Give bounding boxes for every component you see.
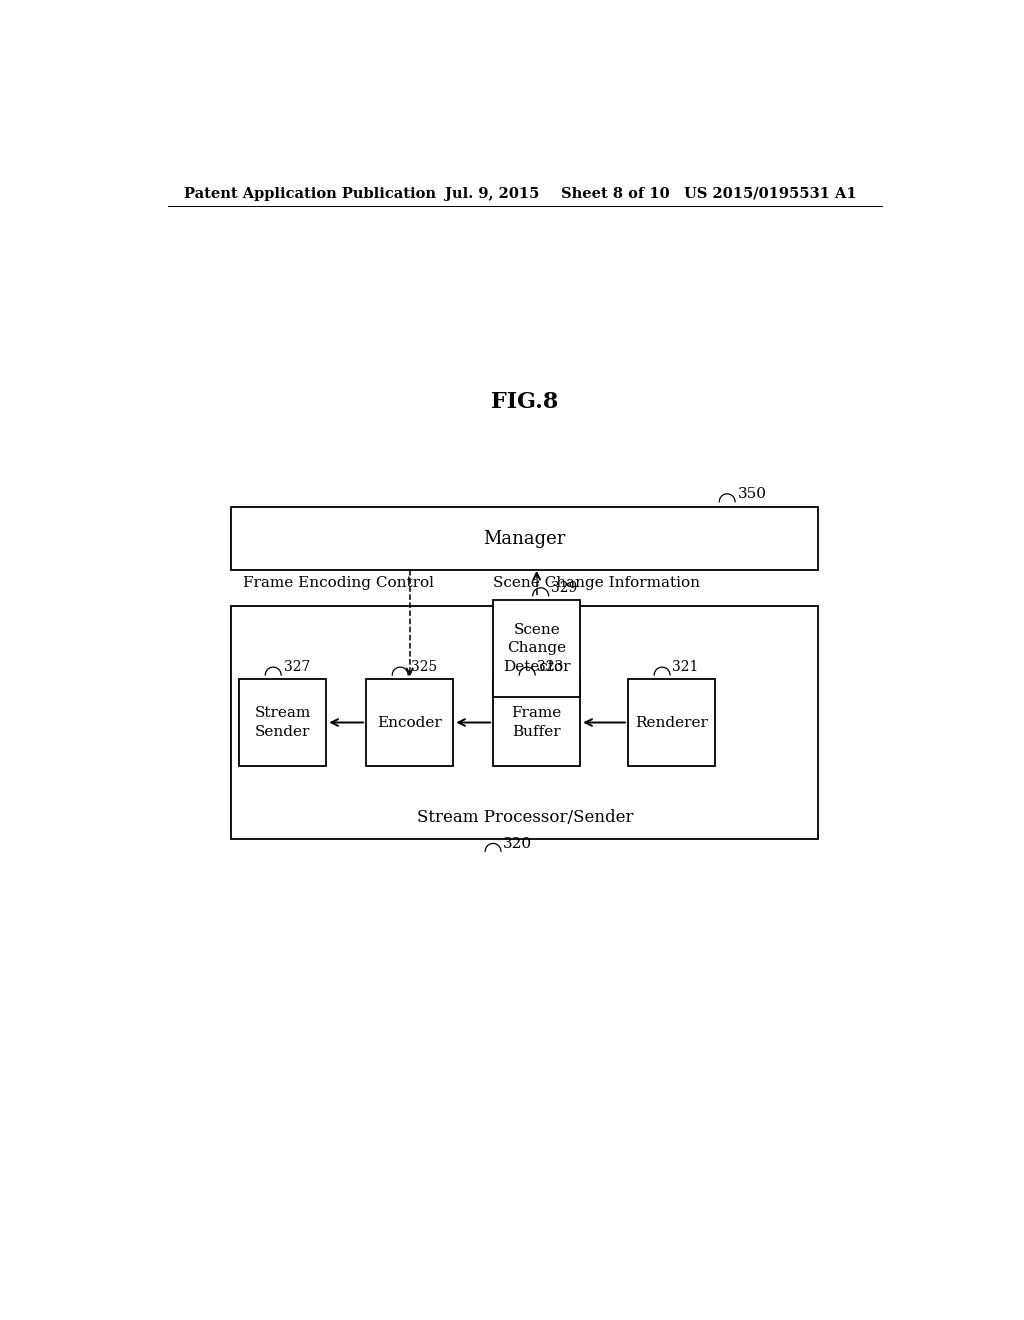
Bar — [231, 507, 818, 570]
Text: Scene Change Information: Scene Change Information — [494, 577, 700, 590]
Bar — [494, 680, 581, 766]
Text: Renderer: Renderer — [635, 715, 708, 730]
Text: 321: 321 — [673, 660, 698, 675]
Text: 350: 350 — [737, 487, 767, 500]
Text: Sheet 8 of 10: Sheet 8 of 10 — [560, 187, 669, 201]
Text: 325: 325 — [411, 660, 437, 675]
Text: 329: 329 — [551, 581, 578, 595]
Text: 323: 323 — [538, 660, 564, 675]
Text: Frame Encoding Control: Frame Encoding Control — [243, 577, 434, 590]
Text: FIG.8: FIG.8 — [492, 391, 558, 413]
Bar — [628, 680, 716, 766]
Bar — [367, 680, 454, 766]
Text: Scene
Change
Detector: Scene Change Detector — [503, 623, 570, 673]
Text: Jul. 9, 2015: Jul. 9, 2015 — [445, 187, 540, 201]
Text: Frame
Buffer: Frame Buffer — [512, 706, 562, 739]
Text: US 2015/0195531 A1: US 2015/0195531 A1 — [684, 187, 856, 201]
Text: Stream Processor/Sender: Stream Processor/Sender — [417, 809, 633, 825]
Bar — [240, 680, 327, 766]
Text: Patent Application Publication: Patent Application Publication — [183, 187, 435, 201]
Bar — [231, 606, 818, 840]
Bar — [494, 601, 581, 697]
Text: Stream
Sender: Stream Sender — [255, 706, 311, 739]
Text: Encoder: Encoder — [378, 715, 442, 730]
Text: Manager: Manager — [483, 529, 566, 548]
Text: 327: 327 — [284, 660, 310, 675]
Text: 320: 320 — [504, 837, 532, 850]
